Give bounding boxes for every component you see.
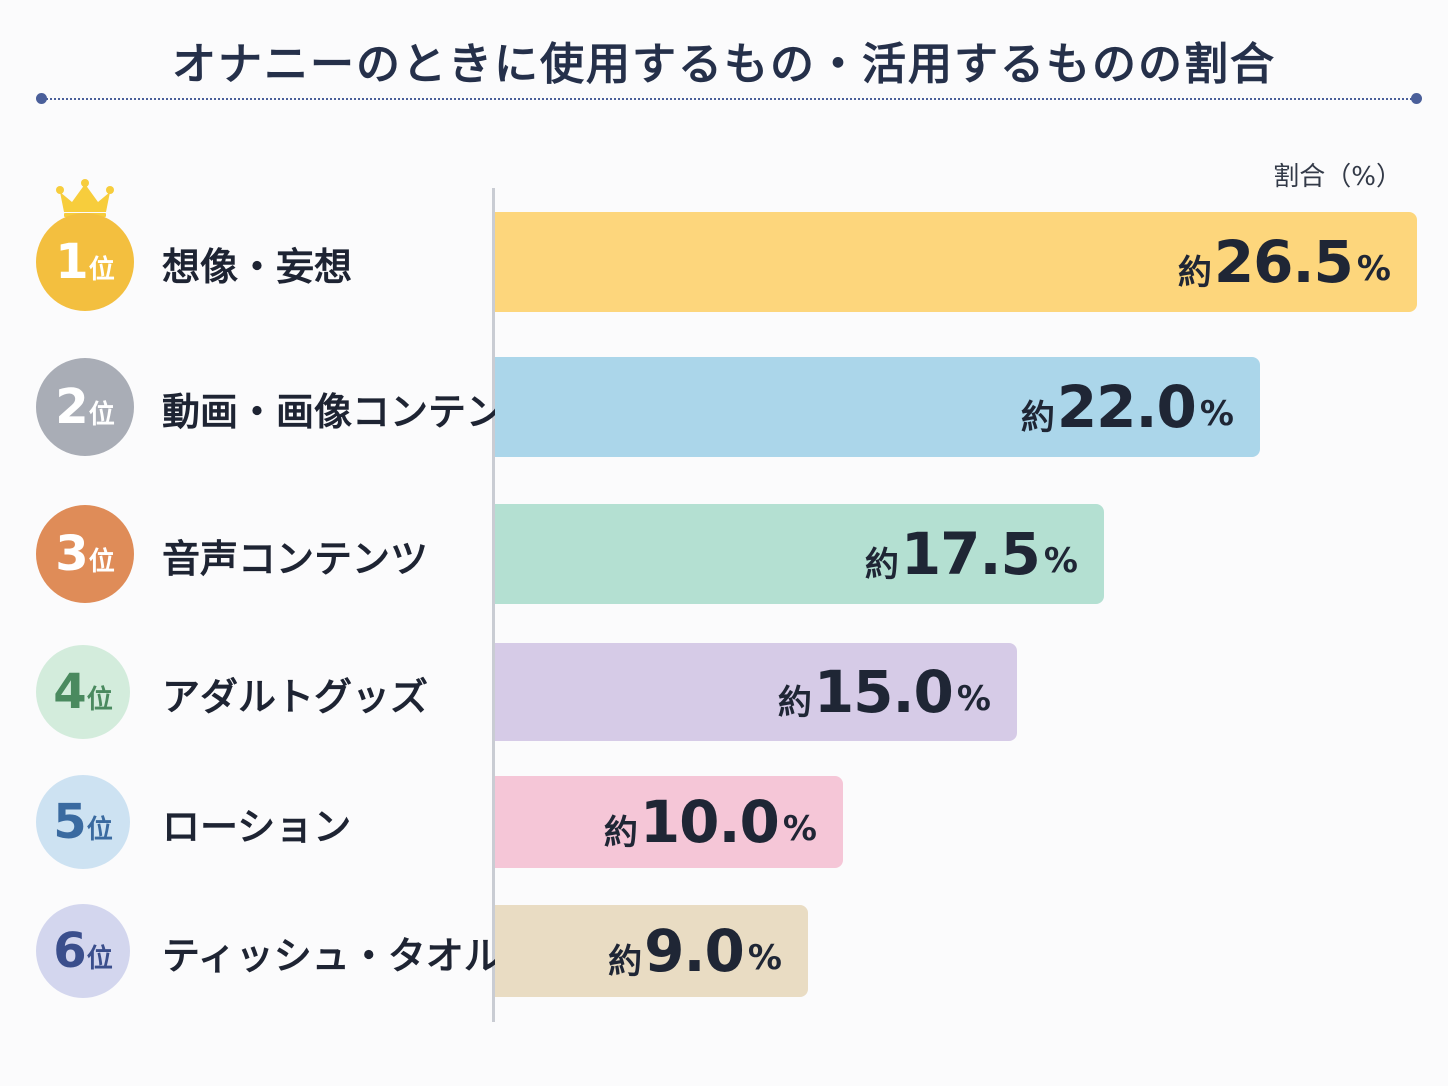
rank-suffix: 位 bbox=[88, 546, 115, 577]
title-divider bbox=[36, 92, 1422, 106]
category-label: ティッシュ・タオル類 bbox=[162, 934, 540, 978]
value-suffix: % bbox=[956, 679, 991, 719]
rank-number: 3 bbox=[55, 526, 88, 582]
bar-5: 約 10.0% bbox=[495, 776, 843, 868]
divider-dot-right bbox=[1411, 93, 1422, 104]
bar-value-label: 約 17.5% bbox=[865, 504, 1078, 604]
bar-value-label: 約 22.0% bbox=[1021, 357, 1234, 457]
divider-dot-left bbox=[36, 93, 47, 104]
category-label: 音声コンテンツ bbox=[162, 537, 429, 581]
bar-2: 約 22.0% bbox=[495, 357, 1260, 457]
rank-suffix: 位 bbox=[86, 814, 113, 845]
value-prefix: 約 bbox=[1177, 252, 1212, 293]
value-prefix: 約 bbox=[608, 941, 643, 982]
category-label: 想像・妄想 bbox=[162, 245, 353, 289]
bar-value-label: 約 9.0% bbox=[608, 905, 782, 997]
value-suffix: % bbox=[747, 938, 782, 978]
rank-number: 2 bbox=[55, 379, 88, 435]
category-label: 動画・画像コンテンツ bbox=[162, 390, 543, 434]
rank-suffix: 位 bbox=[88, 254, 115, 285]
bar-6: 約 9.0% bbox=[495, 905, 808, 997]
rank-number: 1 bbox=[55, 234, 88, 290]
crown-icon bbox=[56, 179, 114, 217]
value-number: 15.0 bbox=[813, 658, 954, 726]
value-number: 22.0 bbox=[1056, 373, 1197, 441]
rank-number: 5 bbox=[53, 794, 86, 850]
value-suffix: % bbox=[1356, 249, 1391, 289]
bar-4: 約 15.0% bbox=[495, 643, 1017, 741]
value-number: 9.0 bbox=[644, 917, 745, 985]
rank-number: 6 bbox=[53, 923, 86, 979]
value-suffix: % bbox=[1199, 394, 1234, 434]
bar-value-label: 約 15.0% bbox=[778, 643, 991, 741]
bar-1: 約 26.5% bbox=[495, 212, 1417, 312]
bar-3: 約 17.5% bbox=[495, 504, 1104, 604]
category-label: アダルトグッズ bbox=[162, 675, 429, 719]
value-number: 17.5 bbox=[900, 520, 1041, 588]
value-suffix: % bbox=[1043, 541, 1078, 581]
value-number: 10.0 bbox=[639, 788, 780, 856]
value-prefix: 約 bbox=[777, 682, 812, 723]
category-label: ローション bbox=[162, 805, 352, 849]
bar-value-label: 約 26.5% bbox=[1178, 212, 1391, 312]
bar-value-label: 約 10.0% bbox=[604, 776, 817, 868]
divider-line bbox=[42, 98, 1416, 100]
chart-title: オナニーのときに使用するもの・活用するものの割合 bbox=[172, 39, 1276, 90]
rank-suffix: 位 bbox=[86, 943, 113, 974]
rank-number: 4 bbox=[53, 664, 86, 720]
value-prefix: 約 bbox=[864, 544, 899, 585]
value-prefix: 約 bbox=[603, 812, 638, 853]
value-suffix: % bbox=[782, 809, 817, 849]
value-number: 26.5 bbox=[1213, 228, 1354, 296]
value-prefix: 約 bbox=[1020, 397, 1055, 438]
rank-suffix: 位 bbox=[88, 399, 115, 430]
unit-label: 割合（%） bbox=[1273, 162, 1402, 192]
rank-suffix: 位 bbox=[86, 684, 113, 715]
category-axis-line bbox=[492, 188, 495, 1022]
